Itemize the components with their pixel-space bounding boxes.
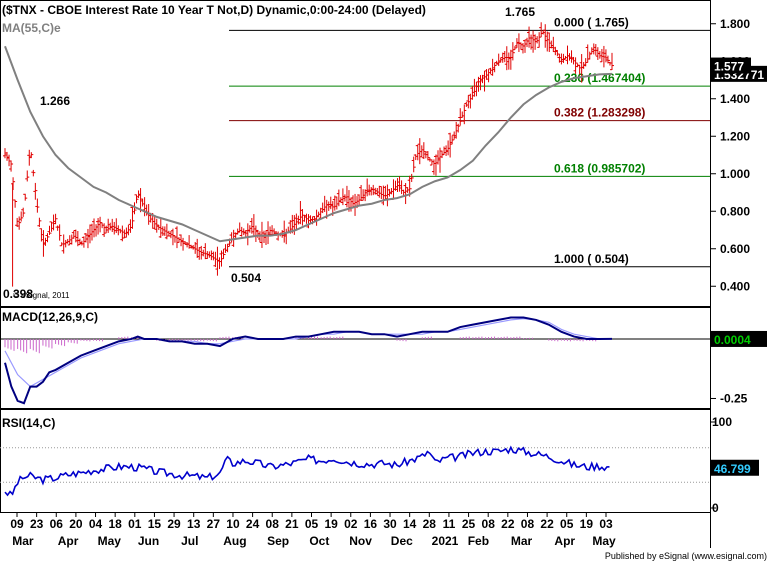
x-day-label: 24 [246,517,260,531]
fib-label: 0.236 (1.467404) [554,71,645,85]
x-day-label: 14 [403,517,417,531]
price-annotation: 1.266 [40,94,70,108]
rsi-line [4,445,610,497]
price-y-tick-label: 0.600 [720,242,750,256]
x-day-label: 21 [285,517,299,531]
ma-line [4,45,613,243]
last-price-tag [711,57,751,74]
x-day-label: 05 [560,517,574,531]
x-day-label: 02 [344,517,358,531]
x-day-label: 18 [108,517,122,531]
fib-label: 0.382 (1.283298) [554,106,645,120]
x-month-label: Apr [58,534,79,548]
x-day-label: 28 [423,517,437,531]
x-day-label: 22 [540,517,554,531]
x-day-label: 08 [482,517,496,531]
x-day-label: 06 [50,517,64,531]
x-day-label: 09 [10,517,24,531]
chart-title: ($TNX - CBOE Interest Rate 10 Year T Not… [2,3,426,17]
copyright: © eSignal, 2011 [13,291,70,300]
x-day-label: 10 [226,517,240,531]
x-day-label: 25 [462,517,476,531]
price-y-tick-label: 1.800 [720,17,750,31]
x-day-label: 23 [30,517,44,531]
x-month-label: Aug [223,534,246,548]
x-month-label: 2021 [432,534,459,548]
x-month-label: May [592,534,616,548]
x-day-label: 11 [443,517,456,531]
x-month-label: Apr [554,534,575,548]
x-month-label: Jul [181,534,198,548]
fib-label: 1.000 ( 0.504) [554,252,629,266]
price-y-tick-label: 1.400 [720,92,750,106]
macd-value-tag [711,330,767,347]
price-y-tick-label: 1.000 [720,167,750,181]
x-day-label: 01 [128,517,142,531]
fib-label: 0.000 ( 1.765) [554,15,629,29]
x-day-label: 16 [364,517,378,531]
x-day-label: 19 [580,517,594,531]
price-y-tick-label: 1.200 [720,129,750,143]
x-day-label: 13 [187,517,201,531]
price-y-tick-label: 0.400 [720,279,750,293]
x-day-label: 30 [383,517,397,531]
price-annotation: 0.398 [3,287,33,301]
x-day-label: 15 [148,517,162,531]
rsi-value-tag [711,459,759,476]
x-day-label: 22 [501,517,515,531]
x-month-label: Oct [309,534,329,548]
x-day-label: 19 [324,517,338,531]
x-month-label: Sep [267,534,289,548]
macd-line [4,316,613,405]
x-day-label: 03 [599,517,613,531]
rsi-value-label: 46.799 [714,462,751,476]
fib-label: 0.618 (0.985702) [554,161,645,175]
x-day-label: 20 [69,517,83,531]
x-day-label: 04 [89,517,103,531]
x-day-label: 05 [305,517,319,531]
x-month-label: Mar [511,534,533,548]
x-month-label: May [98,534,122,548]
x-month-label: Feb [468,534,489,548]
x-day-label: 08 [521,517,535,531]
x-month-label: Mar [12,534,34,548]
rsi-y-tick-label: 0 [712,501,719,515]
rsi-y-tick-label: 100 [712,415,732,429]
x-month-label: Dec [391,534,413,548]
x-day-label: 29 [167,517,181,531]
macd-title: MACD(12,26,9,C) [2,310,98,324]
x-month-label: Jun [138,534,159,548]
ma-label: MA(55,C)e [2,21,61,35]
price-annotation: 1.765 [505,5,535,19]
price-annotation: 0.504 [231,271,261,285]
macd-value-label: 0.0004 [714,333,751,347]
price-y-tick-label: 0.800 [720,204,750,218]
footer: Published by eSignal (www.esignal.com) [605,551,767,561]
rsi-title: RSI(14,C) [2,416,55,430]
x-day-label: 27 [207,517,221,531]
last-price-label: 1.577 [714,60,744,74]
x-month-label: Nov [349,534,372,548]
macd-y-tick-label: -0.25 [720,391,748,405]
x-day-label: 08 [266,517,280,531]
